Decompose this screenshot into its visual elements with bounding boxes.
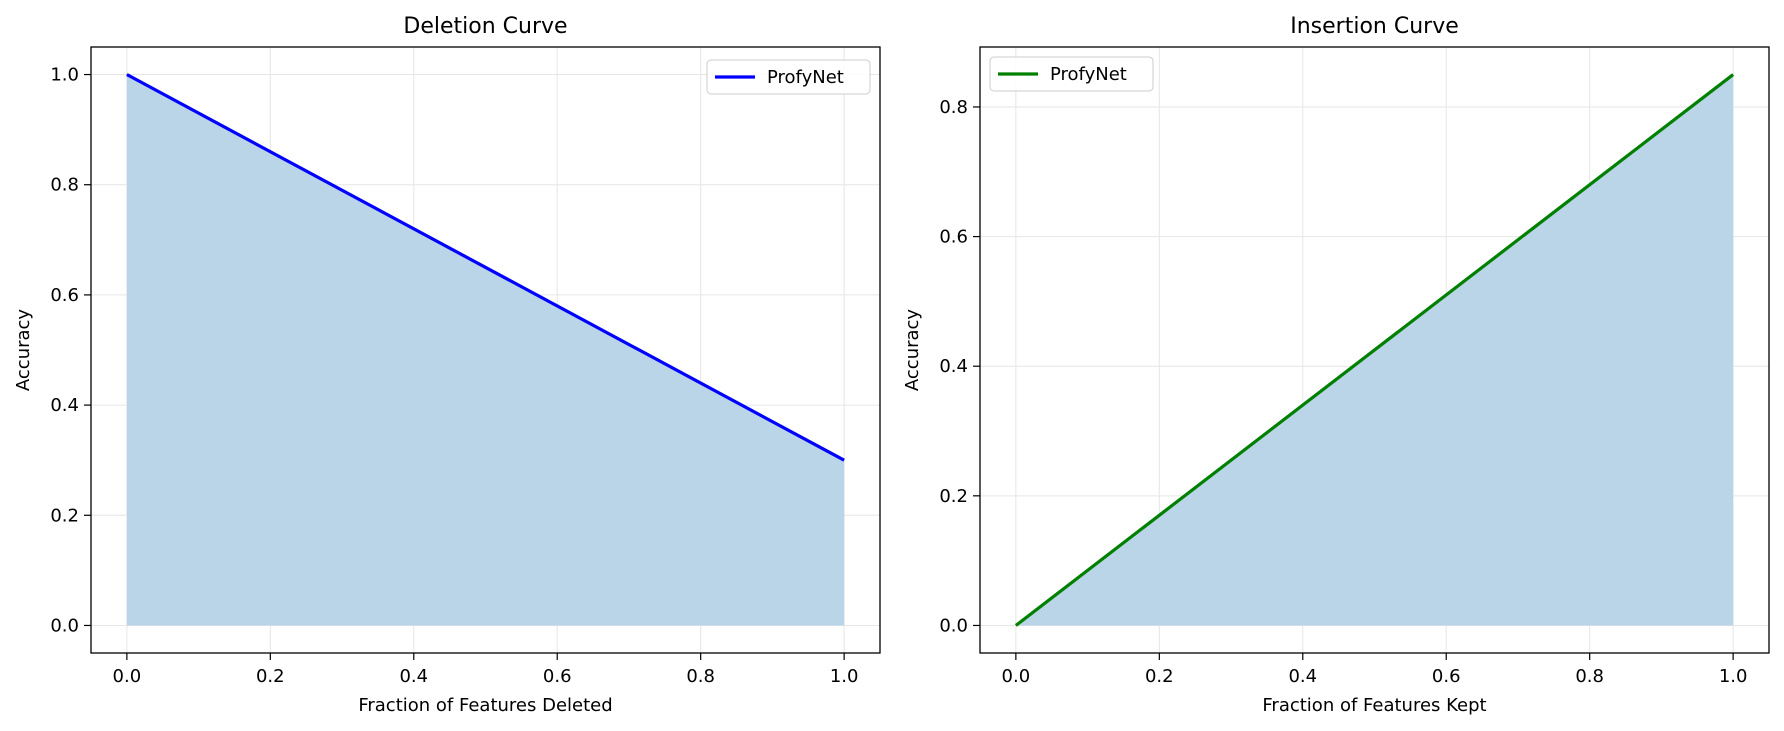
legend: ProfyNet <box>706 59 871 95</box>
axes-frame <box>90 46 881 654</box>
x-axis-label: Fraction of Features Deleted <box>358 695 612 716</box>
x-tick-label: 0.0 <box>1002 666 1031 687</box>
y-tick-label: 0.0 <box>939 615 968 636</box>
x-tick-label: 1.0 <box>1719 666 1748 687</box>
y-tick-label: 0.4 <box>50 395 79 416</box>
x-axis-label: Fraction of Features Kept <box>1262 695 1486 716</box>
y-axis-label: Accuracy <box>13 309 34 392</box>
legend-label: ProfyNet <box>767 67 844 88</box>
y-tick-label: 0.6 <box>50 285 79 306</box>
x-tick-label: 0.0 <box>113 666 142 687</box>
y-tick-label: 1.0 <box>50 65 79 86</box>
y-axis-label: Accuracy <box>902 309 923 392</box>
y-tick-label: 0.8 <box>939 97 968 118</box>
deletion-curve-chart: 0.0 0.2 0.4 0.6 0.8 1.0 0.0 0.2 0.4 0.6 0.8 1.0 Dele… <box>13 14 881 716</box>
x-tick-label: 0.2 <box>1145 666 1174 687</box>
y-tick-label: 0.0 <box>50 615 79 636</box>
y-tick-label: 0.2 <box>50 505 79 526</box>
x-tick-label: 0.8 <box>1575 666 1604 687</box>
x-tick-label: 0.6 <box>543 666 572 687</box>
x-tick-label: 0.4 <box>1288 666 1317 687</box>
insertion-curve-chart: 0.0 0.2 0.4 0.6 0.8 1.0 0.0 0.2 0.4 0.6 0.8 Inserti… <box>902 14 1770 716</box>
legend-box <box>989 56 1154 92</box>
x-tick-label: 0.2 <box>256 666 285 687</box>
x-tick-label: 0.8 <box>686 666 715 687</box>
chart-title: Insertion Curve <box>1290 14 1459 39</box>
x-tick-label: 1.0 <box>830 666 859 687</box>
x-tick-label: 0.6 <box>1432 666 1461 687</box>
chart-title: Deletion Curve <box>403 14 567 39</box>
x-tick-label: 0.4 <box>399 666 428 687</box>
y-tick-label: 0.8 <box>50 175 79 196</box>
axes-frame <box>979 46 1770 654</box>
series-line <box>126 73 845 462</box>
area-fill <box>126 74 845 626</box>
legend: ProfyNet <box>989 56 1154 92</box>
legend-box <box>706 59 871 95</box>
y-tick-label: 0.6 <box>939 227 968 248</box>
y-tick-label: 0.2 <box>939 486 968 507</box>
y-tick-label: 0.4 <box>939 356 968 377</box>
series-line <box>1014 73 1735 627</box>
legend-label: ProfyNet <box>1050 64 1127 85</box>
